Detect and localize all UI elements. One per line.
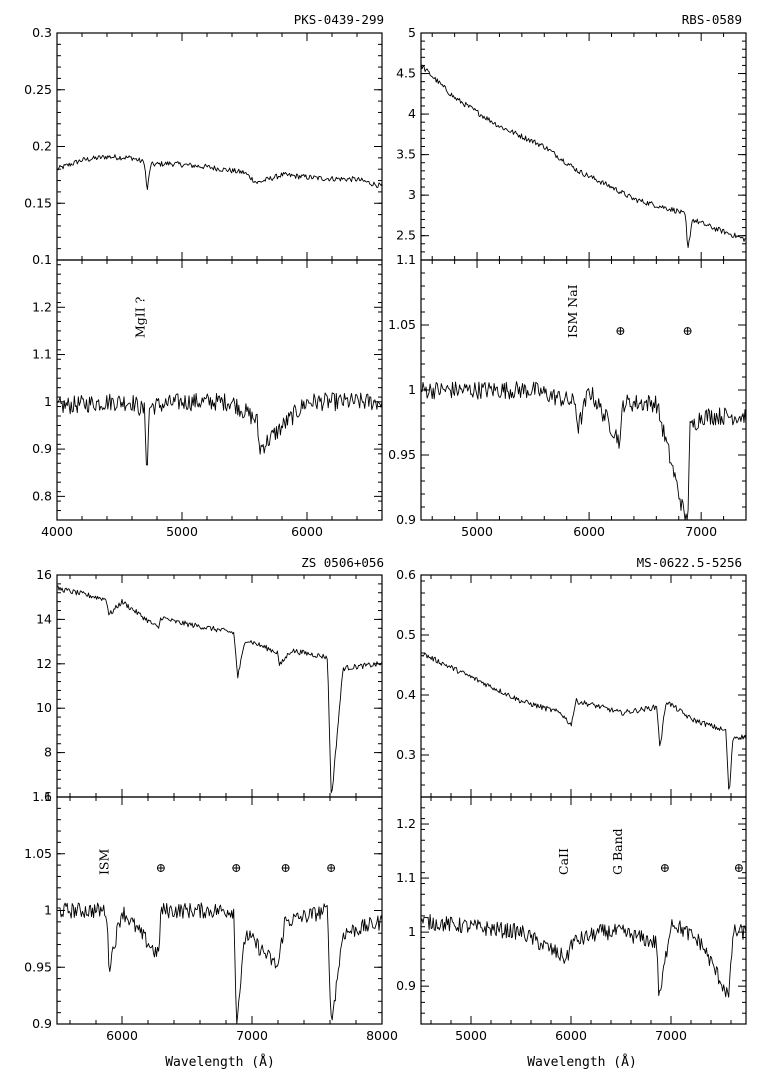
y-tick-label: 5 <box>408 25 416 40</box>
y-tick-label: 14 <box>36 611 52 626</box>
line-annotation: ISM NaI <box>565 284 580 338</box>
spectrum-line <box>421 381 746 520</box>
ticks-layer <box>56 32 747 1025</box>
y-tick-label: 1 <box>44 903 52 918</box>
x-tick-label: 5000 <box>166 524 198 539</box>
y-tick-label: 0.6 <box>396 567 416 582</box>
earth-symbol: ⊕ <box>326 860 336 875</box>
y-tick-label: 0.9 <box>32 1016 52 1031</box>
y-tick-label: 10 <box>36 700 52 715</box>
spectrum-line <box>57 585 382 794</box>
y-tick-label: 16 <box>36 567 52 582</box>
y-tick-label: 4.5 <box>396 66 416 81</box>
spectrum-line <box>57 902 382 1024</box>
title-zs: ZS 0506+056 <box>301 555 384 570</box>
y-tick-label: 3 <box>408 187 416 202</box>
y-tick-label: 1 <box>44 394 52 409</box>
earth-symbol: ⊕ <box>281 860 291 875</box>
spectra-layer <box>57 63 746 1024</box>
y-tick-label: 1.05 <box>388 317 416 332</box>
y-tick-label: 1.1 <box>32 789 52 804</box>
y-tick-label: 0.25 <box>24 82 52 97</box>
y-tick-label: 0.4 <box>396 687 416 702</box>
y-tick-label: 0.1 <box>32 252 52 267</box>
panel-frame <box>420 259 747 521</box>
y-tick-label: 1 <box>408 924 416 939</box>
title-rbs: RBS-0589 <box>682 12 742 27</box>
xlabel-right: Wavelength (Å) <box>527 1054 637 1070</box>
earth-symbol: ⊕ <box>682 323 692 338</box>
spectrum-line <box>421 914 746 998</box>
y-tick-label: 0.3 <box>396 747 416 762</box>
panel-frame <box>56 32 383 261</box>
panel-frame <box>56 574 383 798</box>
line-annotation: ISM <box>96 848 111 875</box>
y-tick-label: 0.95 <box>24 959 52 974</box>
line-annotation: CaII <box>556 848 571 875</box>
x-tick-label: 8000 <box>366 1028 398 1043</box>
y-tick-label: 1.1 <box>32 347 52 362</box>
y-tick-label: 8 <box>44 745 52 760</box>
panel-frame <box>420 796 747 1025</box>
x-tick-label: 6000 <box>555 1028 587 1043</box>
line-annotation: MgII ? <box>133 296 148 338</box>
earth-symbol: ⊕ <box>615 323 625 338</box>
y-tick-label: 1.05 <box>24 846 52 861</box>
earth-symbol: ⊕ <box>734 860 744 875</box>
x-tick-label: 6000 <box>291 524 323 539</box>
spectrum-line <box>57 154 382 191</box>
panel-frame <box>56 259 383 521</box>
y-tick-label: 0.3 <box>32 25 52 40</box>
x-tick-label: 7000 <box>236 1028 268 1043</box>
x-tick-label: 6000 <box>106 1028 138 1043</box>
spectrum-line <box>421 652 746 790</box>
y-tick-label: 1.2 <box>396 816 416 831</box>
y-tick-label: 2.5 <box>396 228 416 243</box>
labels-layer: 0.1 0.15 0.2 0.25 0.3 4000 5000 6000 0.8 0.9 1 1.1 1… <box>24 25 744 1043</box>
spectrum-line <box>57 392 382 466</box>
x-tick-label: 5000 <box>455 1028 487 1043</box>
x-tick-label: 7000 <box>685 524 717 539</box>
y-tick-label: 0.15 <box>24 195 52 210</box>
earth-symbol: ⊕ <box>660 860 670 875</box>
y-tick-label: 0.5 <box>396 627 416 642</box>
panel-frame <box>420 32 747 261</box>
y-tick-label: 0.95 <box>388 447 416 462</box>
y-tick-label: 6 <box>44 789 52 804</box>
y-tick-label: 0.9 <box>396 978 416 993</box>
earth-symbol: ⊕ <box>231 860 241 875</box>
line-annotation: G Band <box>610 828 625 875</box>
earth-symbol: ⊕ <box>156 860 166 875</box>
x-tick-label: 5000 <box>461 524 493 539</box>
panel-frame <box>420 574 747 798</box>
panel-frame <box>56 796 383 1025</box>
x-tick-label: 4000 <box>41 524 73 539</box>
y-tick-label: 1.1 <box>396 252 416 267</box>
y-tick-label: 0.9 <box>396 512 416 527</box>
y-tick-label: 12 <box>36 656 52 671</box>
y-tick-label: 0.9 <box>32 441 52 456</box>
y-tick-label: 1.1 <box>396 870 416 885</box>
spectrum-line <box>421 63 746 249</box>
x-tick-label: 7000 <box>655 1028 687 1043</box>
xlabel-left: Wavelength (Å) <box>165 1054 275 1070</box>
y-tick-label: 0.8 <box>32 488 52 503</box>
y-tick-label: 0.2 <box>32 139 52 154</box>
x-tick-label: 6000 <box>573 524 605 539</box>
y-tick-label: 4 <box>408 106 416 121</box>
y-tick-label: 3.5 <box>396 147 416 162</box>
title-ms: MS-0622.5-5256 <box>637 555 742 570</box>
y-tick-label: 1.2 <box>32 299 52 314</box>
y-tick-label: 1 <box>408 382 416 397</box>
title-pks: PKS-0439-299 <box>294 12 384 27</box>
